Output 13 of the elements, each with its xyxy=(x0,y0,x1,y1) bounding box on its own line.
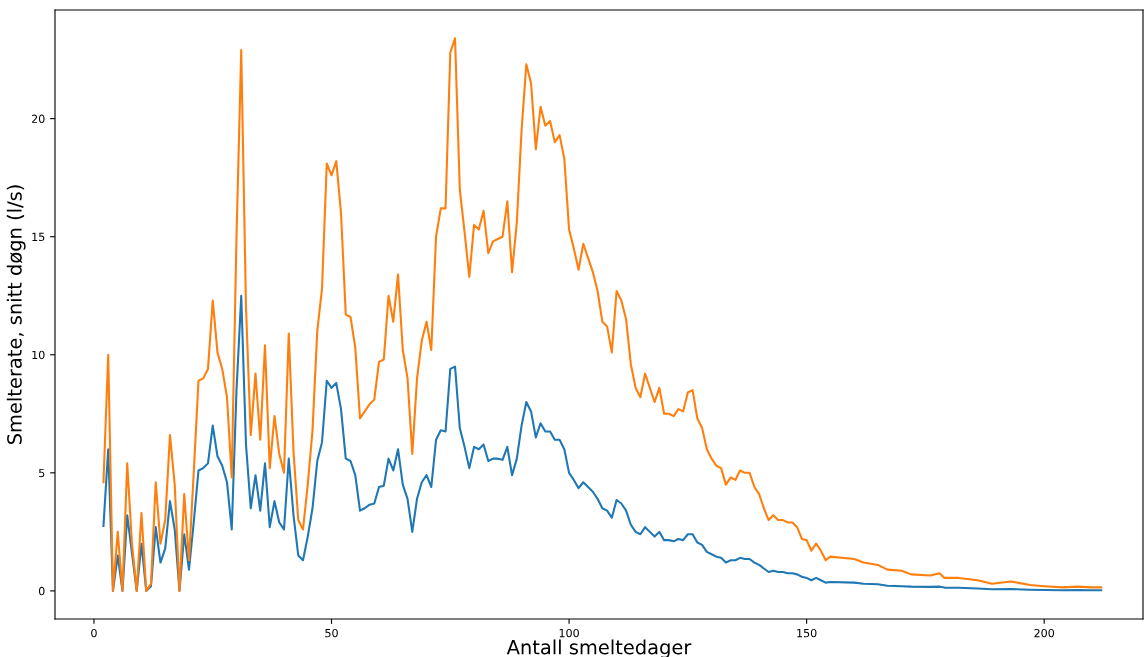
y-tick-label: 10 xyxy=(32,350,45,360)
line-series xyxy=(102,37,1103,592)
x-tick-label: 50 xyxy=(325,628,338,638)
y-tick-label: 20 xyxy=(31,114,45,123)
x-tick-label: 200 xyxy=(1034,628,1055,638)
x-tick-label: 150 xyxy=(797,628,817,638)
y-tick-label: 5 xyxy=(39,468,45,478)
x-tick-label: 0 xyxy=(91,628,97,638)
y-tick-label: 0 xyxy=(38,586,45,596)
x-tick-label: 100 xyxy=(559,628,579,638)
y-axis-title: Smelterate, snitt døgn (l/s) xyxy=(6,185,26,445)
y-tick-label: 15 xyxy=(32,232,45,242)
line-series xyxy=(102,294,1103,592)
